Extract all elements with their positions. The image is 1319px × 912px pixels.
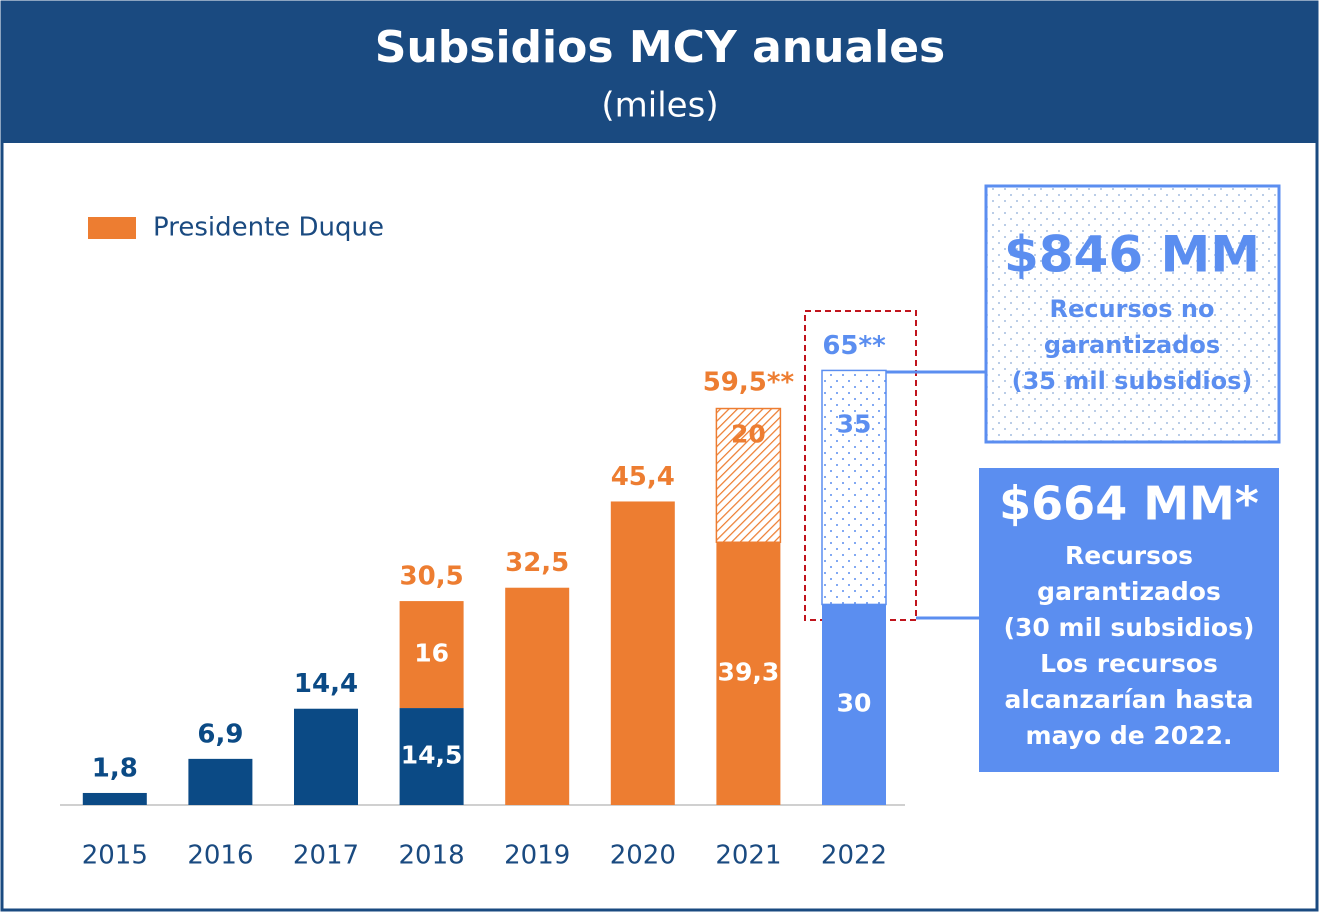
segment-label: 35 (837, 409, 872, 438)
legend-label: Presidente Duque (153, 213, 384, 243)
callout-line: mayo de 2022. (1026, 721, 1233, 750)
chart-title: Subsidios MCY anuales (375, 22, 946, 73)
callout-box (979, 468, 1279, 772)
callout-line: Los recursos (1040, 649, 1218, 678)
x-tick-label: 2022 (821, 841, 887, 871)
callout-title: $664 MM* (999, 477, 1259, 531)
bar-segment (399, 601, 464, 709)
segment-label: 39,3 (718, 658, 780, 687)
total-label: 30,5 (400, 562, 464, 592)
total-label: 45,4 (611, 462, 675, 492)
total-label: 6,9 (197, 719, 243, 749)
bar-segment (715, 407, 782, 544)
bar-segment (716, 542, 781, 805)
callout-title: $846 MM (1004, 226, 1260, 284)
callout-line: Recursos (1065, 541, 1193, 570)
segment-label: 30 (837, 689, 872, 718)
x-tick-label: 2016 (187, 841, 253, 871)
x-tick-label: 2021 (715, 841, 781, 871)
segment-label: 14,5 (401, 741, 463, 770)
bar-segment (610, 501, 675, 805)
callout-line: garantizados (1044, 331, 1220, 359)
bar-segment (822, 604, 886, 805)
chart-subtitle: (miles) (601, 86, 718, 126)
x-tick-label: 2015 (82, 841, 148, 871)
total-label: 65** (822, 331, 886, 361)
x-tick-label: 2020 (610, 841, 676, 871)
header (2, 2, 1317, 143)
bar-segment (188, 758, 253, 805)
callout-box (984, 184, 1281, 444)
x-tick-label: 2017 (293, 841, 359, 871)
callout-line: alcanzarían hasta (1005, 685, 1254, 714)
bar-segment (82, 792, 147, 805)
bar-segment (399, 708, 464, 805)
callout-line: Recursos no (1050, 295, 1215, 323)
total-label: 32,5 (505, 548, 569, 578)
total-label: 1,8 (92, 753, 138, 783)
callout-line: (30 mil subsidios) (1004, 613, 1255, 642)
callout-line: garantizados (1037, 577, 1221, 606)
bar-segment (821, 369, 887, 606)
segment-label: 20 (731, 419, 766, 448)
segment-label: 16 (414, 639, 449, 668)
x-tick-label: 2019 (504, 841, 570, 871)
x-tick-label: 2018 (399, 841, 465, 871)
total-label: 14,4 (294, 669, 358, 699)
total-label: 59,5** (703, 368, 795, 398)
bar-segment (505, 587, 570, 805)
bar-segment (294, 708, 358, 805)
callout-line: (35 mil subsidios) (1012, 367, 1253, 395)
legend-swatch (88, 217, 136, 239)
